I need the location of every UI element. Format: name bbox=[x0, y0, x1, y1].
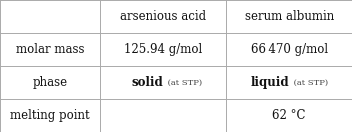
Text: 125.94 g/mol: 125.94 g/mol bbox=[124, 43, 202, 56]
Text: solid: solid bbox=[132, 76, 163, 89]
Text: 66 470 g/mol: 66 470 g/mol bbox=[251, 43, 328, 56]
Text: molar mass: molar mass bbox=[16, 43, 84, 56]
Text: liquid: liquid bbox=[251, 76, 289, 89]
Text: arsenious acid: arsenious acid bbox=[120, 10, 206, 23]
Text: melting point: melting point bbox=[10, 109, 90, 122]
Text: phase: phase bbox=[33, 76, 68, 89]
Text: serum albumin: serum albumin bbox=[245, 10, 334, 23]
Text: 62 °C: 62 °C bbox=[272, 109, 306, 122]
Text: (at STP): (at STP) bbox=[165, 79, 202, 86]
Text: (at STP): (at STP) bbox=[291, 79, 328, 86]
